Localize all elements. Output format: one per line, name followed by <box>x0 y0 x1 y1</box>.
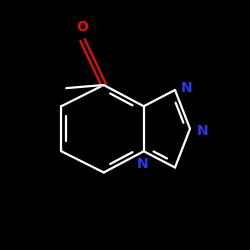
Text: O: O <box>76 20 88 34</box>
Text: N: N <box>181 80 193 94</box>
Text: N: N <box>196 124 208 138</box>
Text: N: N <box>137 158 148 172</box>
